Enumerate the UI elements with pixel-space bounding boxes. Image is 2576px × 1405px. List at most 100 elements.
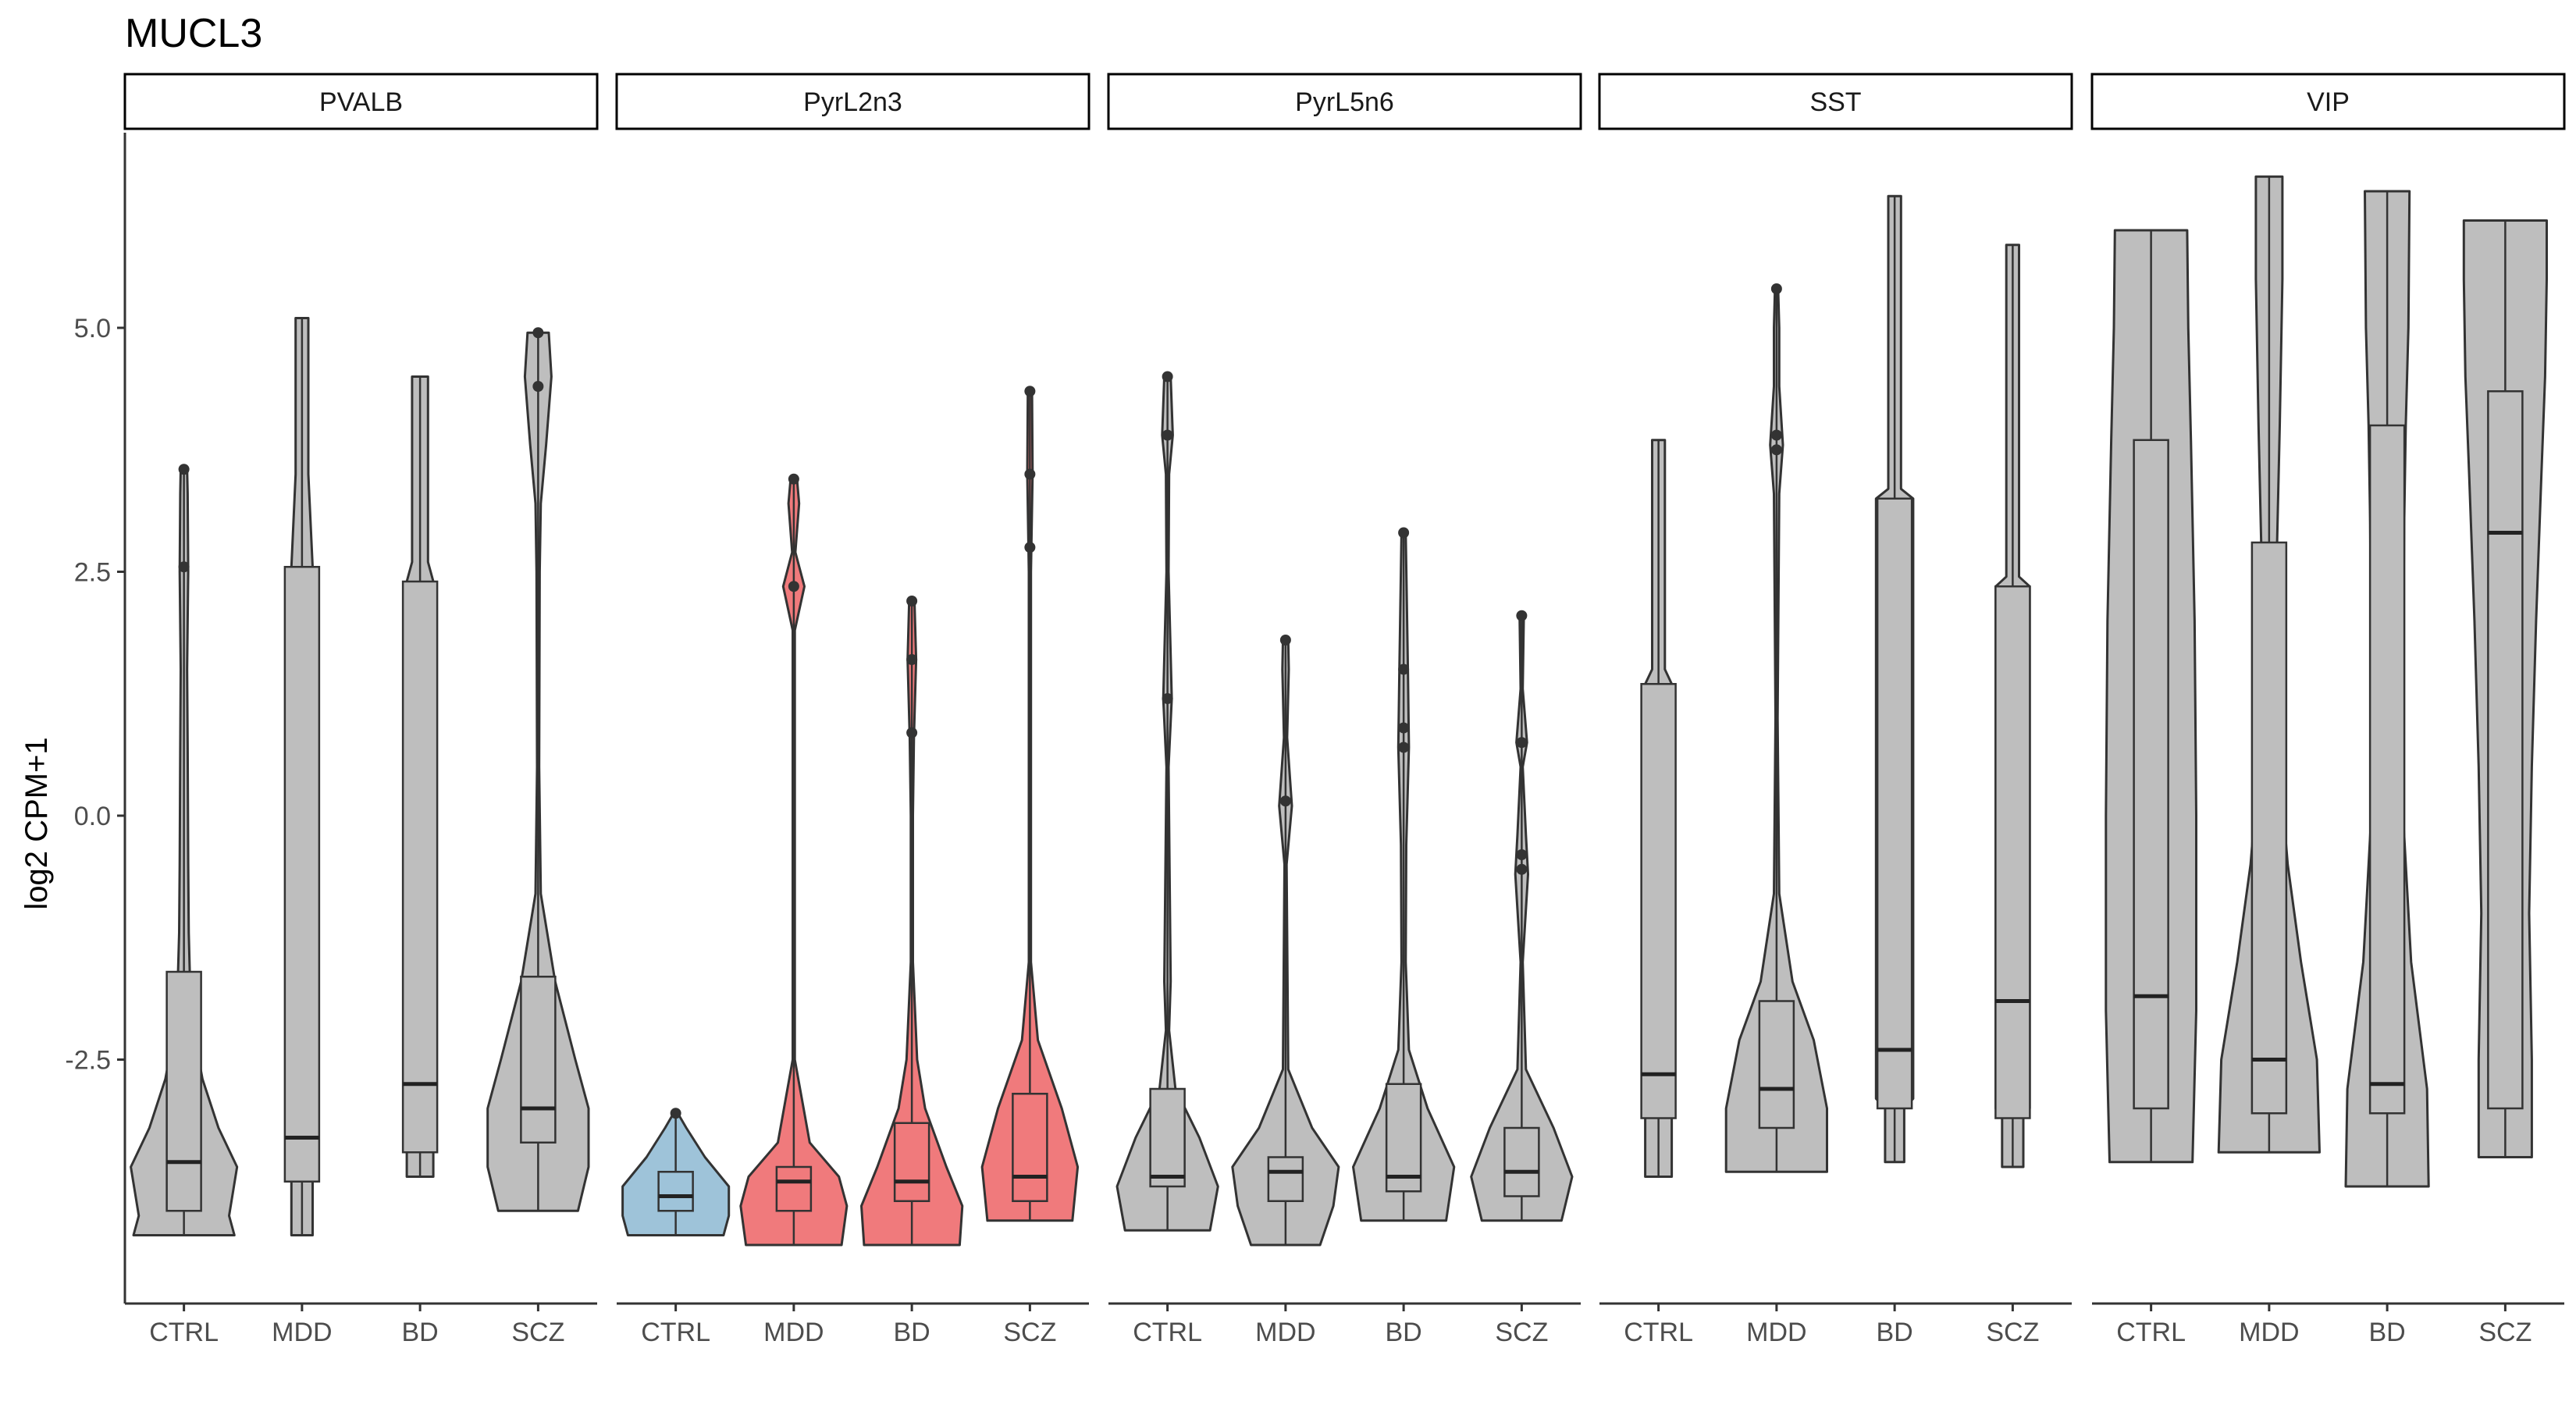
box-iqr — [1503, 1126, 1540, 1197]
violin-group-ctrl — [621, 1108, 731, 1236]
x-tick-label: SCZ — [1986, 1318, 2039, 1347]
outlier-point — [1398, 663, 1410, 675]
outlier-point — [1770, 283, 1782, 294]
violin-group-ctrl — [1640, 439, 1677, 1178]
x-tick-label: BD — [2369, 1318, 2406, 1347]
x-tick-label: CTRL — [2116, 1318, 2186, 1347]
facet-strip-label: PyrL5n6 — [1295, 87, 1394, 117]
outlier-point — [1516, 737, 1528, 749]
outlier-point — [532, 381, 544, 392]
facet-panel-pyrl2n3: PyrL2n3 CTRL MDD BD SCZ — [615, 73, 1091, 1347]
x-tick-label: MDD — [763, 1318, 824, 1347]
box-iqr — [1385, 1083, 1422, 1193]
outlier-point — [1279, 635, 1291, 646]
violin-group-mdd — [1724, 283, 1828, 1173]
outlier-point — [178, 561, 190, 573]
violin-group-mdd — [2217, 175, 2321, 1154]
outlier-point — [532, 327, 544, 339]
facet-panel-sst: SST CTRL MDD BD SCZ — [1598, 73, 2073, 1347]
facet-strip — [615, 73, 1091, 130]
x-tick-label: CTRL — [149, 1318, 219, 1347]
box-iqr — [1994, 585, 2031, 1119]
outlier-point — [1162, 429, 1173, 441]
outlier-point — [1398, 527, 1410, 539]
box-iqr — [2133, 439, 2169, 1110]
box-iqr — [1876, 497, 1913, 1110]
violin-group-mdd — [739, 473, 849, 1247]
outlier-point — [906, 654, 918, 665]
x-tick-label: CTRL — [641, 1318, 710, 1347]
facet-strip — [1107, 73, 1582, 130]
x-tick-label: SCZ — [511, 1318, 564, 1347]
facet-strip — [1598, 73, 2073, 130]
facet-strip — [2090, 73, 2566, 130]
violin-group-bd — [401, 375, 439, 1178]
box-iqr — [1267, 1156, 1304, 1202]
y-tick-label: -2.5 — [65, 1046, 111, 1076]
outlier-point — [1024, 386, 1036, 397]
facet-panels: -2.5 0.0 2.5 5.0 PVALB CTRL MDD BD SCZ PyrL2n3 CTR… — [65, 73, 2566, 1347]
chart-title: MUCL3 — [125, 11, 262, 56]
facet-strip-label: PyrL2n3 — [803, 87, 902, 117]
outlier-point — [906, 596, 918, 606]
violin-group-scz — [486, 327, 590, 1212]
outlier-point — [1024, 542, 1036, 553]
box-iqr — [165, 970, 202, 1212]
x-tick-label: MDD — [272, 1318, 332, 1347]
outlier-point — [788, 581, 799, 592]
facet-strip-label: SST — [1809, 87, 1861, 117]
violin-group-ctrl — [130, 464, 239, 1236]
outlier-point — [670, 1108, 681, 1119]
x-tick-label: BD — [1877, 1318, 1913, 1347]
violin-group-scz — [2462, 219, 2548, 1158]
x-tick-label: SCZ — [2478, 1318, 2532, 1347]
facet-panel-pvalb: PVALB CTRL MDD BD SCZ — [123, 73, 599, 1347]
box-iqr — [401, 580, 439, 1154]
outlier-point — [1279, 795, 1291, 807]
violin-group-bd — [2344, 190, 2430, 1188]
violin-group-mdd — [283, 317, 321, 1236]
outlier-point — [1162, 371, 1173, 382]
facet-panel-vip: VIP CTRL MDD BD SCZ — [2090, 73, 2566, 1347]
outlier-point — [1770, 429, 1782, 441]
facet-strip — [123, 73, 599, 130]
y-tick-label: 2.5 — [74, 558, 111, 588]
x-tick-label: SCZ — [1495, 1318, 1548, 1347]
x-tick-label: BD — [894, 1318, 930, 1347]
outlier-point — [1162, 693, 1173, 704]
facet-strip-label: PVALB — [319, 87, 403, 117]
outlier-point — [788, 473, 799, 485]
y-tick-label: 0.0 — [74, 802, 111, 831]
x-tick-label: BD — [402, 1318, 439, 1347]
violin-group-scz — [1470, 610, 1574, 1222]
y-axis-label: log2 CPM+1 — [20, 737, 54, 909]
box-iqr — [893, 1122, 930, 1202]
box-iqr — [775, 1165, 813, 1212]
outlier-point — [1516, 863, 1528, 875]
x-tick-label: CTRL — [1624, 1318, 1693, 1347]
outlier-point — [1398, 742, 1410, 753]
box-iqr — [520, 976, 557, 1144]
box-iqr — [1149, 1087, 1186, 1188]
violin-group-mdd — [1231, 635, 1340, 1247]
box-iqr — [2250, 541, 2288, 1115]
box-iqr — [2368, 424, 2406, 1115]
x-tick-label: CTRL — [1133, 1318, 1202, 1347]
outlier-point — [1024, 468, 1036, 480]
violin-group-scz — [1994, 244, 2031, 1168]
violin-group-bd — [1874, 194, 1915, 1164]
violin-group-scz — [980, 386, 1080, 1222]
outlier-point — [1398, 722, 1410, 734]
outlier-point — [1516, 849, 1528, 860]
x-tick-label: MDD — [1746, 1318, 1806, 1347]
violin-group-bd — [1352, 527, 1456, 1222]
y-tick-label: 5.0 — [74, 314, 111, 343]
box-iqr — [2487, 390, 2524, 1110]
violin-group-ctrl — [2105, 229, 2197, 1164]
box-iqr — [1012, 1093, 1048, 1202]
y-axis: -2.5 0.0 2.5 5.0 — [65, 133, 126, 1304]
box-iqr — [657, 1171, 694, 1212]
box-iqr — [283, 566, 321, 1183]
box-iqr — [1758, 1000, 1795, 1129]
